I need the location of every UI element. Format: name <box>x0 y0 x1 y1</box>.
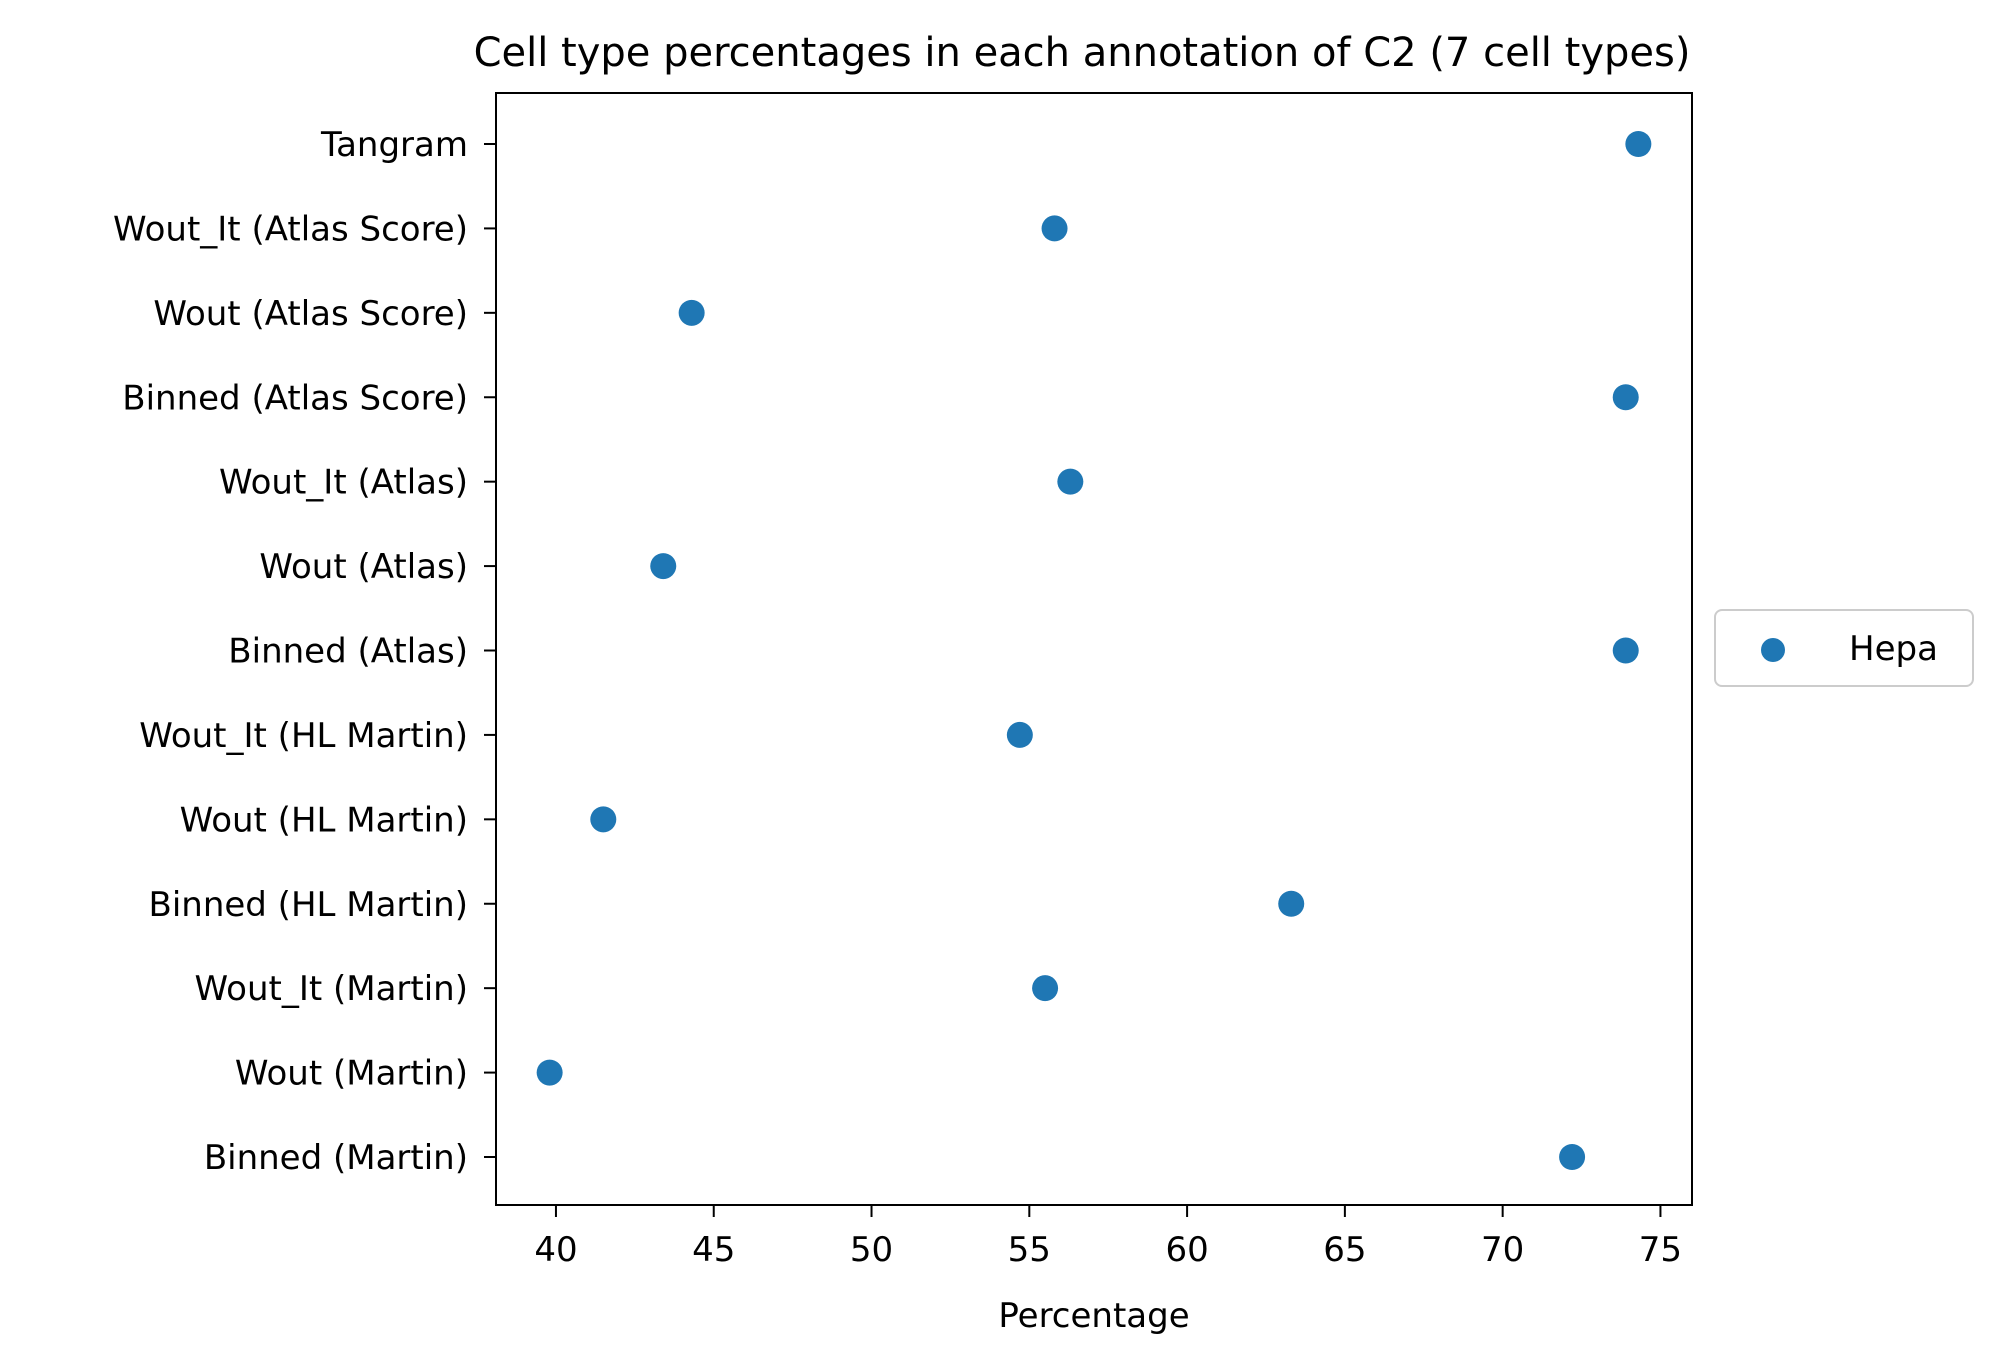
chart-title: Cell type percentages in each annotation… <box>474 30 1691 76</box>
legend-frame <box>1714 609 1974 687</box>
y-axis: Binned (Martin) Wout (Martin) Wout_It (Mar… <box>113 125 496 1178</box>
data-point <box>1612 637 1639 664</box>
x-tick-label: 60 <box>1165 1230 1208 1270</box>
y-tick-label: Wout_It (HL Martin) <box>139 716 468 756</box>
y-tick-label: Wout_It (Atlas) <box>219 463 468 503</box>
y-tick-label: Wout_It (Martin) <box>195 969 468 1009</box>
y-tick-label: Wout (Martin) <box>235 1054 468 1094</box>
plot-frame <box>495 92 1693 1206</box>
legend: Hepa <box>1714 609 1974 687</box>
y-tick-label: Tangram <box>320 125 468 165</box>
x-tick-label: 65 <box>1323 1230 1366 1270</box>
data-point <box>1278 890 1305 917</box>
x-tick-label: 55 <box>1008 1230 1051 1270</box>
y-tick-label: Binned (HL Martin) <box>149 885 469 925</box>
data-point <box>1625 131 1652 157</box>
data-point <box>1006 721 1033 748</box>
data-point <box>536 1059 563 1086</box>
data-point <box>1612 384 1639 411</box>
data-point <box>1559 1144 1586 1170</box>
x-axis-label: Percentage <box>998 1296 1189 1336</box>
data-point <box>1057 468 1084 495</box>
x-tick-label: 45 <box>692 1230 735 1270</box>
x-axis: 40 45 50 55 60 65 70 75 <box>534 1205 1682 1270</box>
x-tick-label: 40 <box>534 1230 577 1270</box>
data-point <box>678 299 705 326</box>
plot-area: Binned (Martin) Wout (Martin) Wout_It (Mar… <box>113 92 1693 1270</box>
y-tick-label: Binned (Atlas) <box>228 632 468 672</box>
x-tick-label: 50 <box>850 1230 893 1270</box>
legend-label: Hepa <box>1849 629 1938 669</box>
data-points <box>536 131 1652 1170</box>
data-point <box>590 806 617 833</box>
x-tick-label: 75 <box>1639 1230 1682 1270</box>
y-tick-label: Wout (HL Martin) <box>180 800 468 840</box>
data-point <box>650 553 677 580</box>
y-tick-label: Wout_It (Atlas Score) <box>113 209 468 249</box>
x-tick-label: 70 <box>1481 1230 1524 1270</box>
y-tick-label: Wout (Atlas Score) <box>153 294 468 334</box>
y-tick-label: Wout (Atlas) <box>259 547 468 587</box>
legend-marker <box>1761 638 1785 662</box>
y-tick-label: Binned (Atlas Score) <box>122 378 468 418</box>
data-point <box>1032 975 1059 1002</box>
data-point <box>1041 215 1068 242</box>
y-tick-label: Binned (Martin) <box>204 1138 468 1178</box>
